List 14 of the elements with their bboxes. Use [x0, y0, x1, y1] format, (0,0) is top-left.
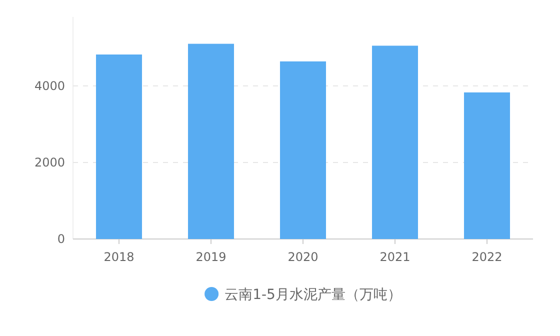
- y-tick-label: 2000: [34, 155, 65, 170]
- x-tick-label: 2022: [472, 250, 502, 264]
- bar: [372, 46, 418, 239]
- x-tick-label: 2018: [104, 250, 134, 264]
- legend-label: 云南1-5月水泥产量（万吨）: [224, 287, 402, 303]
- x-tick-label: 2020: [288, 250, 318, 264]
- y-tick-label: 0: [57, 232, 65, 246]
- bar: [188, 44, 234, 239]
- x-tick-label: 2019: [196, 250, 226, 264]
- bar: [280, 61, 326, 239]
- bar: [96, 54, 142, 239]
- y-tick-label: 4000: [34, 78, 65, 93]
- x-tick-label: 2021: [380, 250, 410, 264]
- bar: [464, 92, 510, 239]
